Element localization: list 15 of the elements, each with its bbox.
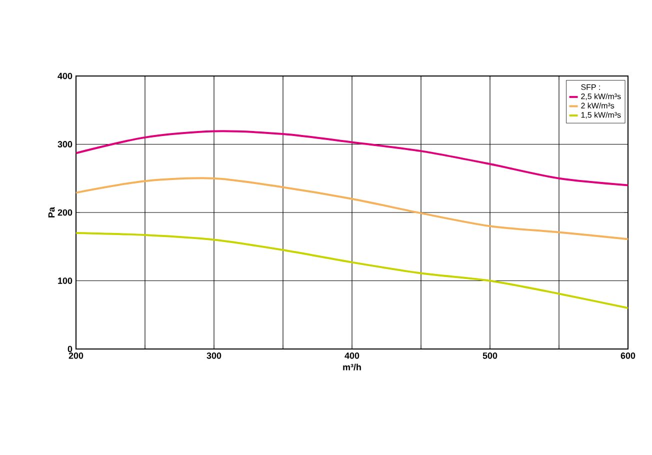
x-tick-label: 400 (344, 352, 360, 359)
line-series (76, 177, 628, 240)
x-tick-label: 300 (206, 352, 222, 359)
y-axis-title: Pa (48, 206, 55, 218)
y-tick-label: 300 (58, 141, 72, 148)
line-series (76, 130, 628, 186)
y-tick-label: 0 (68, 346, 72, 352)
x-tick-label: 500 (482, 352, 498, 359)
x-axis-title: m³/h (343, 364, 361, 370)
x-tick-label: 600 (620, 352, 636, 359)
line-series (76, 232, 628, 310)
y-tick-label: 400 (58, 72, 72, 80)
y-tick-label: 200 (58, 209, 72, 216)
y-tick-label: 100 (58, 278, 72, 284)
x-tick-label: 200 (68, 352, 84, 359)
